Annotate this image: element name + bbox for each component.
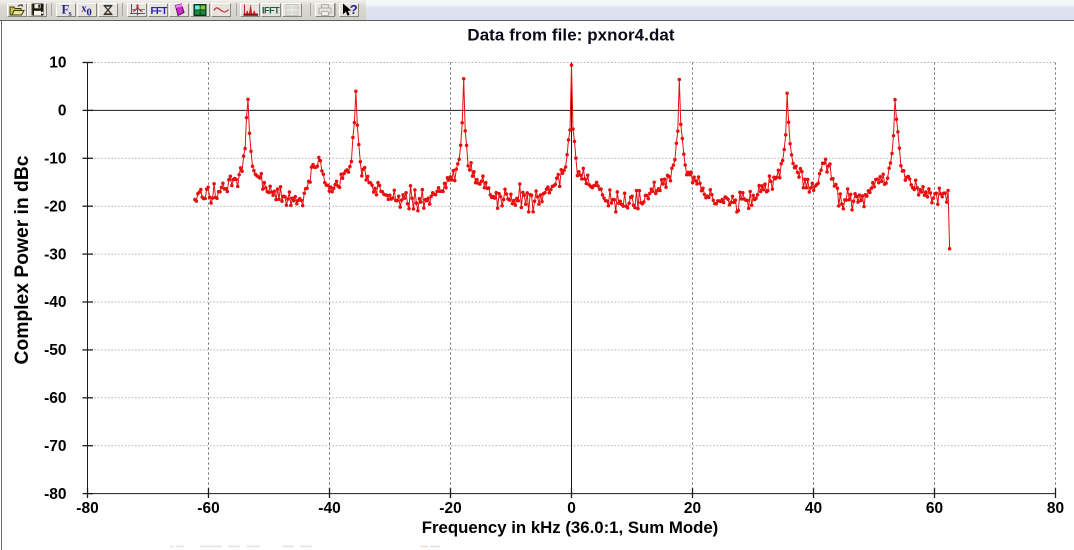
svg-text:x: x <box>82 3 87 14</box>
svg-text:-80: -80 <box>76 500 98 517</box>
svg-text:-10: -10 <box>44 151 66 168</box>
svg-text:Frequency in kHz (36.0:1, Sum: Frequency in kHz (36.0:1, Sum Mode) <box>422 518 719 537</box>
svg-text:-50: -50 <box>44 342 66 359</box>
svg-text:s: s <box>69 9 72 17</box>
svg-text:20: 20 <box>684 500 701 517</box>
svg-text:-40: -40 <box>318 500 340 517</box>
svg-text:40: 40 <box>805 500 822 517</box>
svg-text:60: 60 <box>926 500 943 517</box>
svg-text:-20: -20 <box>439 500 461 517</box>
svg-text:80: 80 <box>1047 500 1064 517</box>
svg-text:IFFT: IFFT <box>262 5 280 15</box>
svg-text:-80: -80 <box>44 486 66 503</box>
svg-text:-20: -20 <box>44 198 66 215</box>
svg-text:-70: -70 <box>44 438 66 455</box>
svg-text:-60: -60 <box>44 390 66 407</box>
svg-text:F: F <box>62 3 70 17</box>
svg-text:?: ? <box>349 3 357 17</box>
svg-text:-30: -30 <box>44 246 66 263</box>
svg-text:-40: -40 <box>44 294 66 311</box>
svg-text:0: 0 <box>87 7 92 17</box>
svg-text:0: 0 <box>58 103 67 120</box>
svg-text:0: 0 <box>567 500 576 517</box>
svg-text:Data from file: pxnor4.dat: Data from file: pxnor4.dat <box>467 26 674 45</box>
svg-text:Complex Power in dBc: Complex Power in dBc <box>12 155 33 364</box>
svg-text:10: 10 <box>49 55 66 72</box>
svg-text:FFT: FFT <box>150 6 167 17</box>
svg-text:-60: -60 <box>197 500 219 517</box>
